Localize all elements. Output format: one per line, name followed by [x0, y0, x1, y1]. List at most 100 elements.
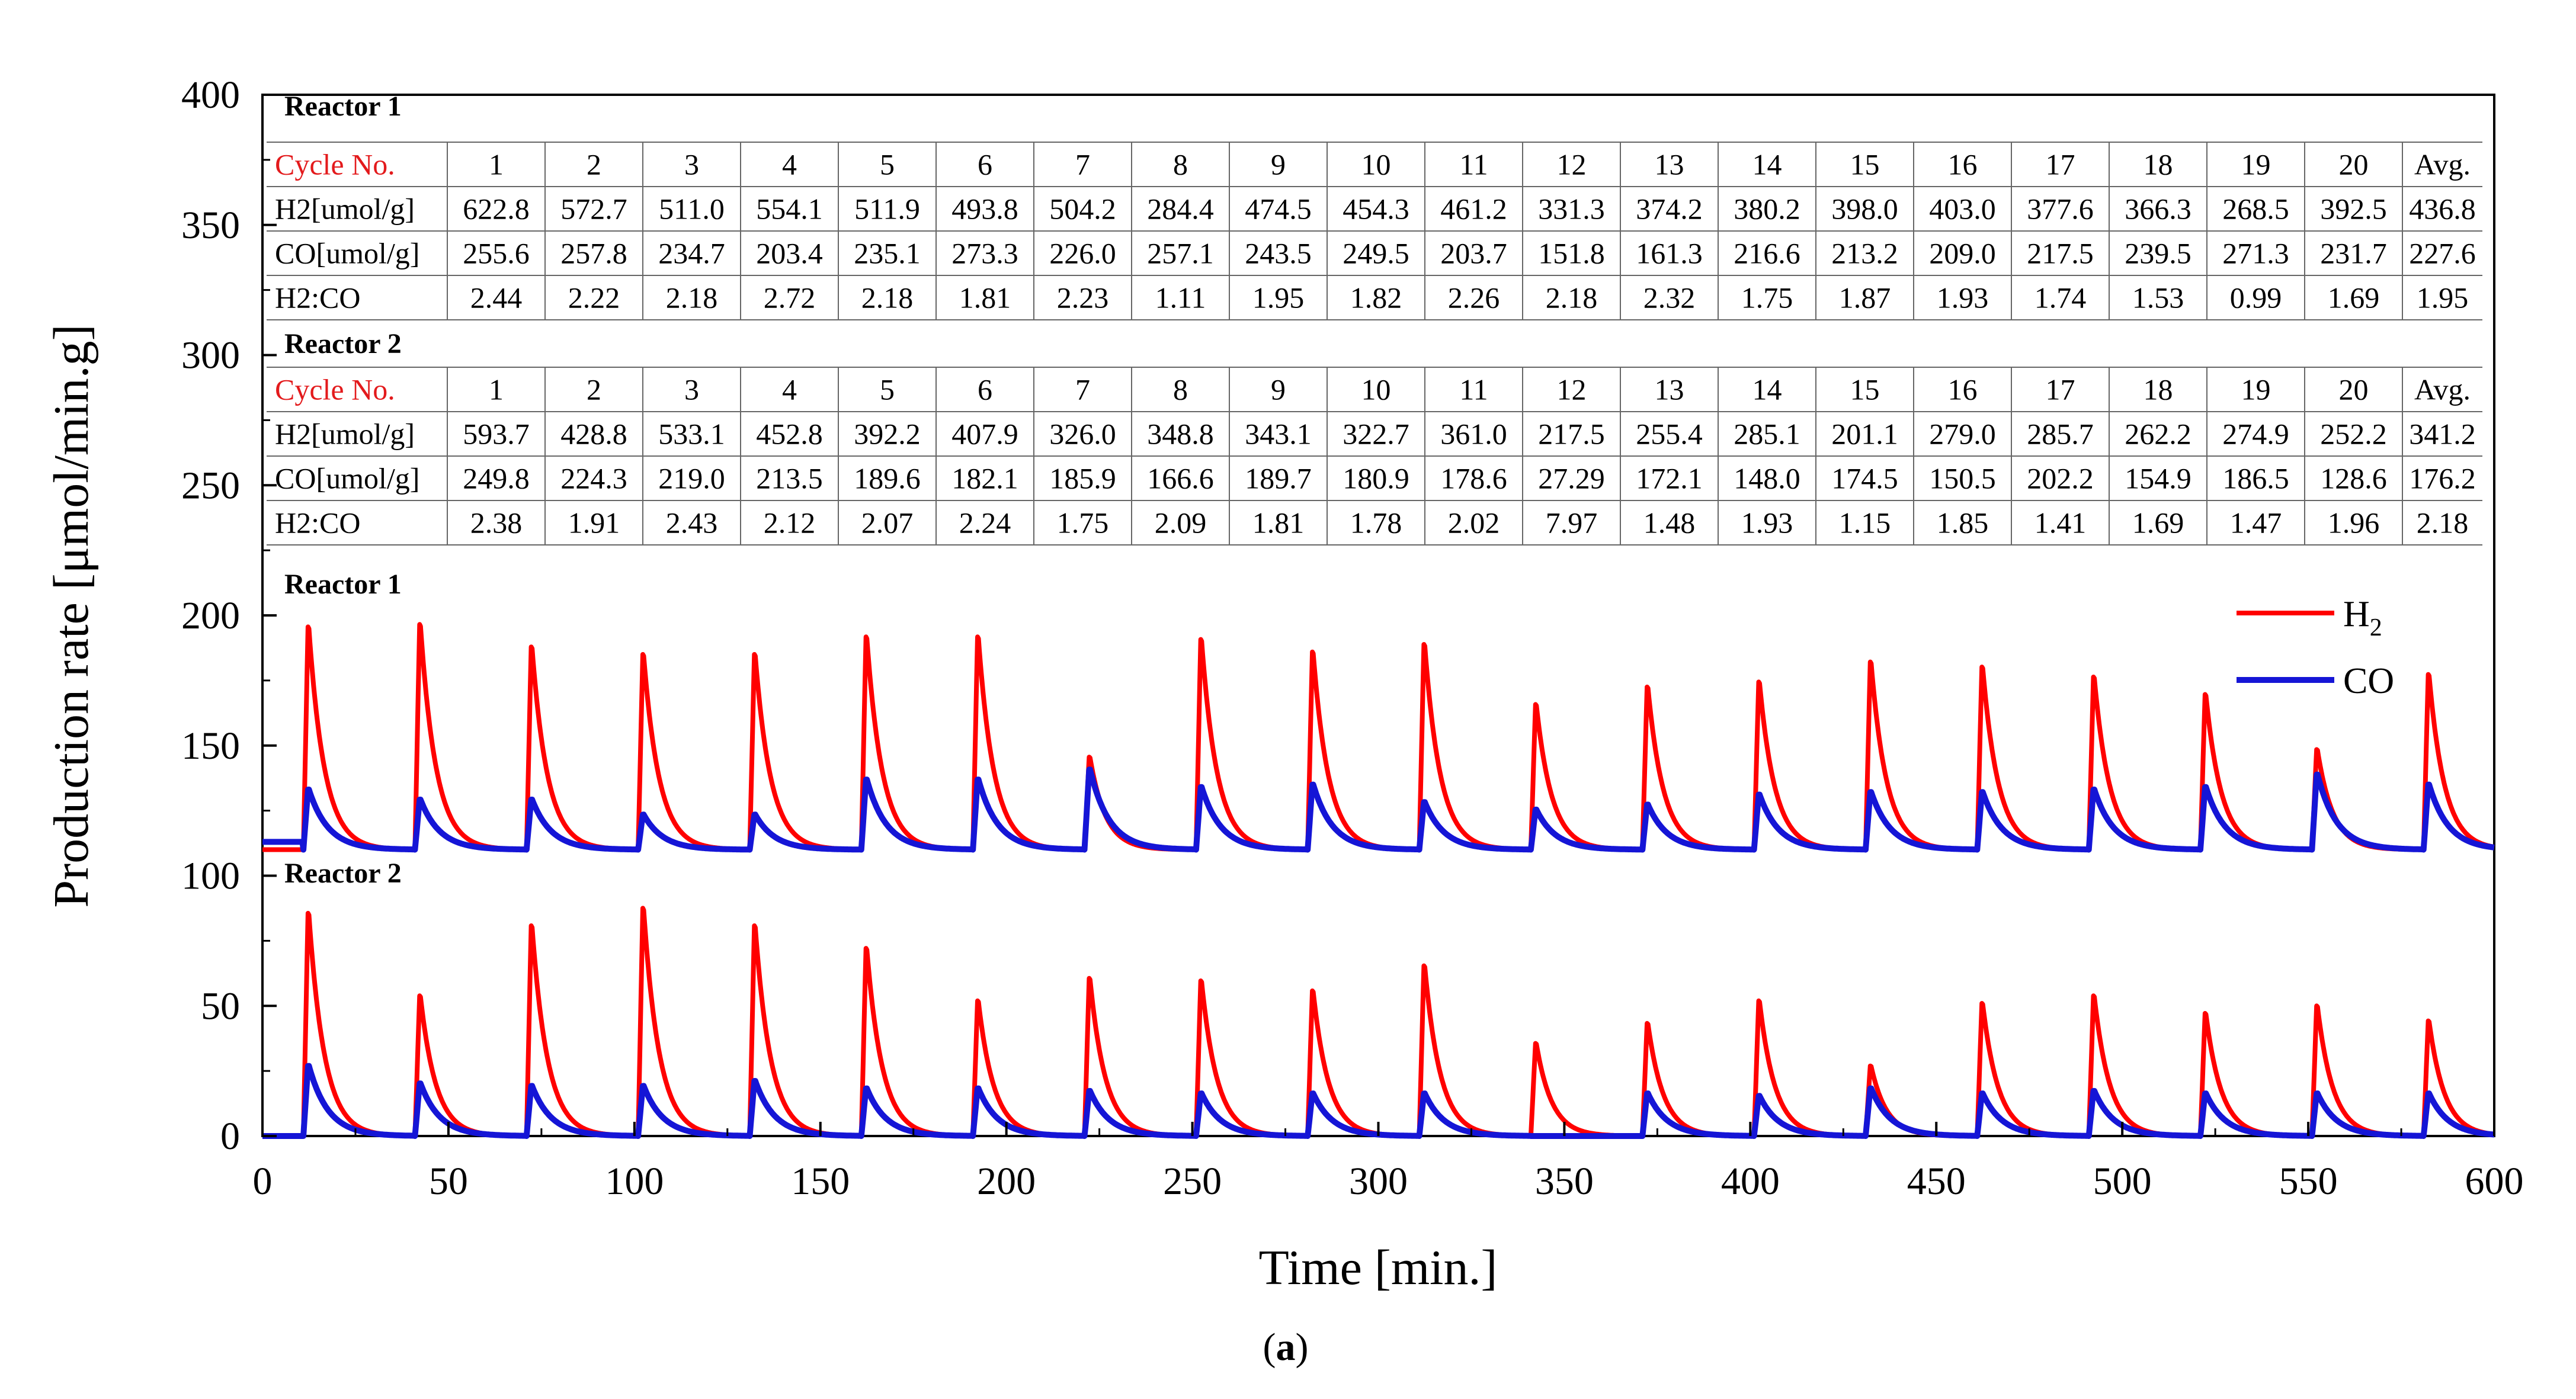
y-tick-label: 150 [181, 724, 240, 768]
table-cell: 322.7 [1343, 418, 1409, 451]
table-cell: 285.1 [1734, 418, 1800, 451]
table-header-cell: 3 [684, 373, 699, 406]
table-header-cell: 19 [2241, 373, 2271, 406]
table-header-cell: 17 [2046, 373, 2075, 406]
y-tick-label: 100 [181, 855, 240, 898]
table-cell: 1.15 [1839, 506, 1891, 540]
panel-title-reactor-1: Reactor 1 [284, 569, 402, 600]
table-cell: 189.7 [1245, 462, 1312, 495]
table-cell: 1.75 [1057, 506, 1109, 540]
table-cell: 274.9 [2222, 418, 2289, 451]
table-header-cell: 10 [1361, 373, 1391, 406]
table-cell: 151.8 [1538, 237, 1605, 270]
table-cell: 461.2 [1440, 192, 1507, 226]
table-cell: 285.7 [2027, 418, 2094, 451]
table-header-cell: 14 [1752, 148, 1782, 181]
table-cell: 243.5 [1245, 237, 1312, 270]
legend-subscript: 2 [2370, 614, 2382, 641]
legend: H2 CO [2237, 594, 2394, 701]
table-cell: 2.09 [1155, 506, 1207, 540]
x-tick-label: 400 [1721, 1160, 1780, 1203]
y-tick-label: 400 [181, 73, 240, 117]
table-cell: 366.3 [2125, 192, 2191, 226]
table-cell: 1.81 [959, 281, 1011, 315]
table-cell: 331.3 [1538, 192, 1605, 226]
table-cell: 326.0 [1049, 418, 1116, 451]
table-cell: 374.2 [1636, 192, 1703, 226]
table-cell: 1.69 [2132, 506, 2184, 540]
table-cell: 213.2 [1831, 237, 1898, 270]
table-cell: 436.8 [2409, 192, 2476, 226]
y-axis-title: Production rate [μmol/min.g] [44, 324, 99, 907]
table-cell: 1.69 [2328, 281, 2380, 315]
table-header-cell: 14 [1752, 373, 1782, 406]
x-tick-label: 550 [2279, 1160, 2338, 1203]
x-tick-label: 600 [2465, 1160, 2524, 1203]
table-cell: 176.2 [2409, 462, 2476, 495]
table-cell: 216.6 [1734, 237, 1800, 270]
table-cell: 249.8 [463, 462, 530, 495]
x-tick-label: 100 [605, 1160, 664, 1203]
table-cell: 252.2 [2320, 418, 2387, 451]
table-cell: 454.3 [1343, 192, 1409, 226]
table-cell: 154.9 [2125, 462, 2191, 495]
legend-label-co: CO [2343, 661, 2394, 701]
table-cell: 2.18 [1546, 281, 1598, 315]
table-cell: 2.07 [861, 506, 914, 540]
table-cell: 1.48 [1643, 506, 1696, 540]
table-cell: H2[umol/g] [275, 192, 415, 226]
table-header-cell: 20 [2339, 373, 2369, 406]
table-title: Reactor 1 [284, 91, 402, 122]
x-tick-label: 250 [1163, 1160, 1222, 1203]
table-cell: 2.22 [568, 281, 620, 315]
table-cell: 1.41 [2034, 506, 2087, 540]
y-tick-label: 300 [181, 334, 240, 377]
table-cell: 2.23 [1057, 281, 1109, 315]
table-cell: 239.5 [2125, 237, 2191, 270]
table-cell: 392.2 [854, 418, 921, 451]
table-cell: 235.1 [854, 237, 921, 270]
caption-letter: a [1276, 1326, 1296, 1369]
table-cell: 1.11 [1155, 281, 1206, 315]
curves-layer: Reactor 1 Reactor 2 [260, 569, 2497, 1139]
table-header-cell: 7 [1075, 148, 1090, 181]
table-cell: 1.81 [1252, 506, 1305, 540]
table-cell: 226.0 [1049, 237, 1116, 270]
table-cell: 1.93 [1937, 281, 1989, 315]
table-cell: 178.6 [1440, 462, 1507, 495]
table-cell: CO[umol/g] [275, 462, 419, 495]
table-header-cell: Avg. [2414, 373, 2471, 406]
table-cell: 554.1 [756, 192, 823, 226]
table-header-cell: 19 [2241, 148, 2271, 181]
table-cell: 257.8 [560, 237, 627, 270]
table-cell: 148.0 [1734, 462, 1800, 495]
table-cell: 273.3 [951, 237, 1018, 270]
table-cell: 150.5 [1929, 462, 1996, 495]
table-header-cell: 11 [1459, 373, 1488, 406]
table-cell: CO[umol/g] [275, 237, 419, 270]
table-cell: 234.7 [658, 237, 725, 270]
table-cell: 533.1 [658, 418, 725, 451]
table-cell: 189.6 [854, 462, 921, 495]
table-cell: 348.8 [1147, 418, 1214, 451]
table-cell: 1.82 [1350, 281, 1402, 315]
table-cell: 1.78 [1350, 506, 1402, 540]
table-header-cell: 8 [1173, 373, 1188, 406]
table-cell: 2.18 [2417, 506, 2469, 540]
table-header-cell: 18 [2144, 148, 2173, 181]
table-header-cell: Avg. [2414, 148, 2471, 181]
x-tick-label: 0 [253, 1160, 273, 1203]
table-cell: 1.47 [2230, 506, 2282, 540]
table-header-cell: 16 [1948, 148, 1978, 181]
table-header-cell: 1 [489, 148, 504, 181]
table-cell: 201.1 [1831, 418, 1898, 451]
table-header-cell: 1 [489, 373, 504, 406]
table-cell: 219.0 [658, 462, 725, 495]
table-cell: 511.0 [659, 192, 725, 226]
table-cell: 284.4 [1147, 192, 1214, 226]
table-cell: 182.1 [951, 462, 1018, 495]
table-header-cell: 13 [1655, 373, 1684, 406]
y-tick-label: 0 [220, 1115, 240, 1158]
table-header-cell: 4 [782, 373, 797, 406]
